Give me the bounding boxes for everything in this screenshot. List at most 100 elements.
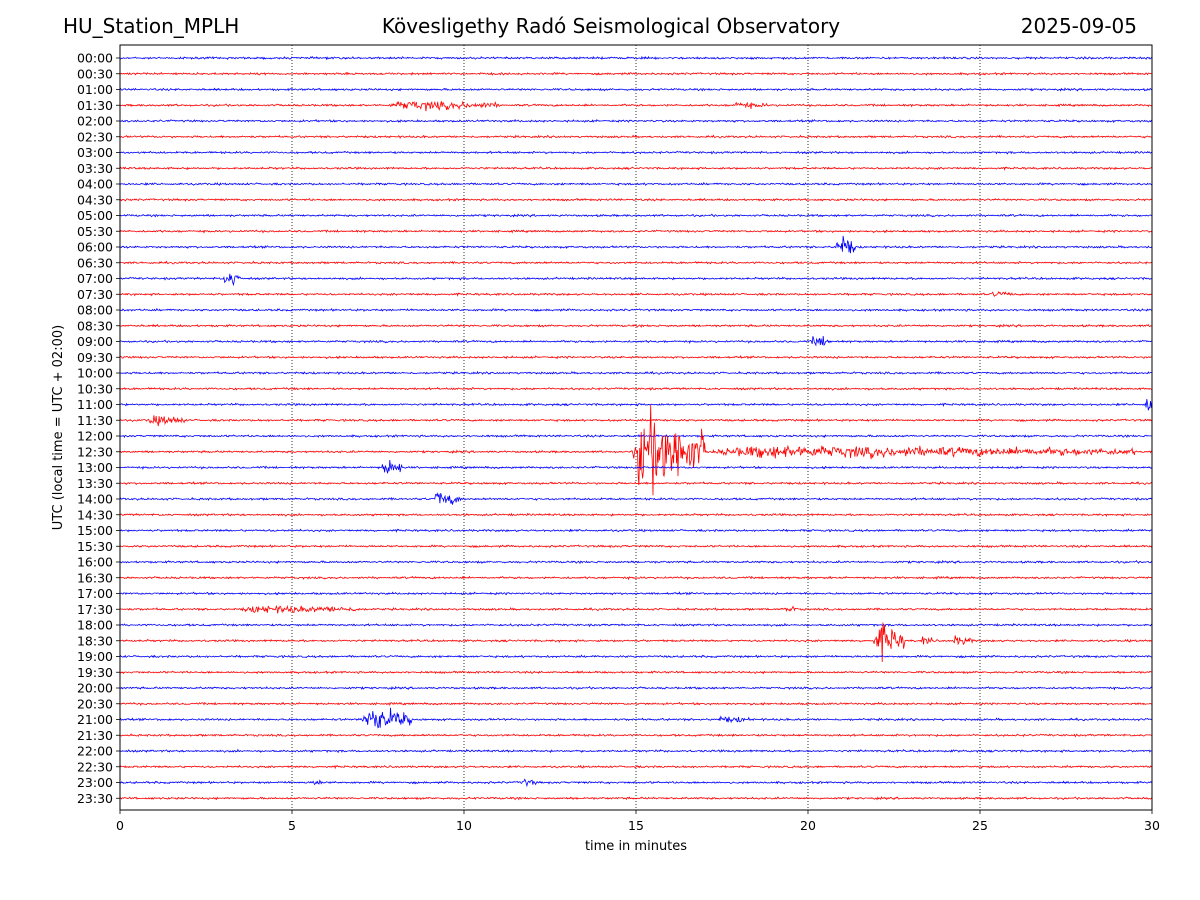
trace-0030 (120, 71, 1152, 76)
trace-1630 (120, 575, 1152, 581)
trace-0930 (120, 355, 1152, 360)
trace-0700 (120, 273, 1152, 287)
chart-title: Kövesligethy Radó Seismological Observat… (381, 14, 841, 38)
y-tick-label: 11:00 (77, 397, 113, 412)
y-tick-label: 22:30 (77, 759, 113, 774)
trace-1030 (120, 386, 1152, 391)
trace-0400 (120, 181, 1152, 187)
trace-1130 (120, 415, 1152, 427)
trace-0800 (120, 307, 1152, 313)
x-axis-label: time in minutes (585, 839, 687, 854)
x-tick-label: 15 (628, 818, 644, 833)
trace-2030 (120, 701, 1152, 707)
x-tick-label: 30 (1144, 818, 1160, 833)
y-tick-label: 03:30 (77, 161, 113, 176)
x-tick-label: 25 (972, 818, 988, 833)
y-tick-label: 23:30 (77, 791, 113, 806)
y-tick-label: 05:00 (77, 208, 113, 223)
y-tick-label: 13:00 (77, 460, 113, 475)
y-tick-label: 17:00 (77, 586, 113, 601)
trace-0900 (120, 335, 1152, 347)
x-tick-label: 20 (800, 818, 816, 833)
y-tick-label: 14:30 (77, 507, 113, 522)
trace-1230 (120, 404, 1152, 496)
trace-0600 (120, 235, 1152, 254)
y-tick-label: 18:30 (77, 633, 113, 648)
y-tick-label: 10:00 (77, 366, 113, 381)
y-tick-label: 15:30 (77, 539, 113, 554)
trace-1400 (120, 492, 1152, 505)
trace-2130 (120, 733, 1152, 738)
y-axis-label: UTC (local time = UTC + 02:00) (51, 325, 66, 530)
trace-0200 (120, 118, 1152, 124)
trace-0000 (120, 55, 1152, 61)
y-tick-label: 20:00 (77, 681, 113, 696)
y-tick-label: 20:30 (77, 696, 113, 711)
station-title: HU_Station_MPLH (63, 14, 240, 38)
trace-2000 (120, 685, 1152, 691)
y-tick-label: 07:00 (77, 271, 113, 286)
trace-2230 (120, 764, 1152, 770)
trace-2200 (120, 748, 1152, 754)
trace-1000 (120, 370, 1152, 376)
y-tick-label: 23:00 (77, 775, 113, 790)
date-label: 2025-09-05 (1020, 14, 1137, 38)
y-tick-label: 06:00 (77, 240, 113, 255)
trace-1700 (120, 591, 1152, 596)
y-tick-label: 16:30 (77, 570, 113, 585)
trace-0300 (120, 150, 1152, 155)
trace-1200 (120, 434, 1152, 439)
trace-0230 (120, 134, 1152, 139)
trace-1330 (120, 480, 1152, 486)
y-tick-label: 06:30 (77, 255, 113, 270)
y-tick-label: 01:00 (77, 82, 113, 97)
trace-0530 (120, 229, 1152, 234)
x-tick-label: 0 (116, 818, 124, 833)
y-tick-label: 19:30 (77, 665, 113, 680)
trace-1930 (120, 670, 1152, 675)
y-tick-label: 01:30 (77, 98, 113, 113)
y-tick-label: 04:00 (77, 177, 113, 192)
trace-0830 (120, 323, 1152, 329)
y-tick-label: 08:30 (77, 318, 113, 333)
trace-0500 (120, 213, 1152, 218)
y-tick-label: 22:00 (77, 744, 113, 759)
trace-0630 (120, 260, 1152, 265)
trace-0430 (120, 197, 1152, 202)
trace-0330 (120, 166, 1152, 171)
trace-1300 (120, 459, 1152, 474)
y-tick-label: 21:30 (77, 728, 113, 743)
y-tick-label: 08:00 (77, 303, 113, 318)
x-tick-label: 10 (456, 818, 472, 833)
y-tick-label: 00:00 (77, 51, 113, 66)
y-tick-label: 07:30 (77, 287, 113, 302)
trace-1900 (120, 654, 1152, 659)
y-tick-label: 02:30 (77, 129, 113, 144)
y-tick-label: 11:30 (77, 413, 113, 428)
trace-1100 (120, 399, 1152, 411)
y-tick-label: 21:00 (77, 712, 113, 727)
trace-1800 (120, 622, 1152, 628)
trace-1730 (120, 604, 1152, 614)
trace-1530 (120, 544, 1152, 549)
y-tick-label: 09:00 (77, 334, 113, 349)
trace-0100 (120, 87, 1152, 92)
trace-0730 (120, 291, 1152, 297)
y-tick-label: 15:00 (77, 523, 113, 538)
y-tick-label: 18:00 (77, 618, 113, 633)
trace-1600 (120, 559, 1152, 565)
traces-group (120, 55, 1152, 801)
y-tick-label: 10:30 (77, 381, 113, 396)
y-tick-label: 17:30 (77, 602, 113, 617)
y-tick-label: 16:00 (77, 555, 113, 570)
y-tick-label: 12:30 (77, 444, 113, 459)
y-tick-label: 09:30 (77, 350, 113, 365)
y-tick-label: 02:00 (77, 114, 113, 129)
trace-1500 (120, 528, 1152, 533)
trace-2300 (120, 778, 1152, 788)
trace-0130 (120, 100, 1152, 112)
y-tick-label: 14:00 (77, 492, 113, 507)
trace-2100 (120, 707, 1152, 729)
y-tick-label: 12:00 (77, 429, 113, 444)
